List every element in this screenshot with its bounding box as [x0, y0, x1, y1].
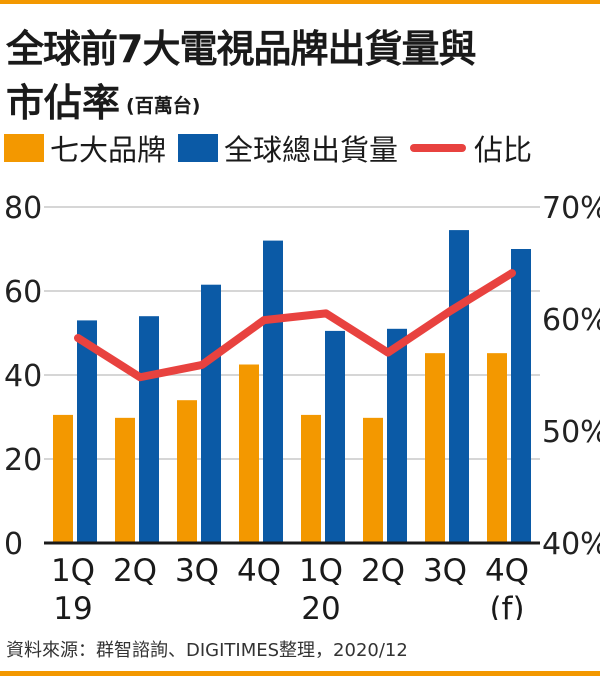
bar-line-chart: 02040608040%50%60%70%1Q192Q3Q4Q1Q202Q3Q4…: [4, 191, 600, 620]
legend-item-share: 佔比: [410, 127, 532, 169]
y-tick-label-20: 20: [4, 443, 42, 478]
share-point-7: [511, 272, 513, 275]
share-point-3: [263, 319, 265, 322]
bar-global-0: [77, 320, 97, 543]
share-point-0: [77, 337, 79, 340]
x-tick-label-0: 1Q: [51, 553, 95, 589]
x-tick-sublabel-7: (f): [489, 591, 524, 620]
legend-item-top7: 七大品牌: [4, 127, 166, 169]
bar-top7-3: [239, 364, 259, 543]
chart-title-second-line: 市佔率: [6, 81, 121, 125]
x-tick-label-2: 3Q: [175, 553, 219, 589]
x-tick-label-6: 3Q: [423, 553, 467, 589]
bar-top7-4: [301, 414, 321, 543]
x-tick-label-4: 1Q: [299, 553, 343, 589]
bar-top7-6: [425, 353, 445, 543]
y2-tick-label-0: 40%: [542, 527, 600, 562]
bar-top7-0: [53, 414, 73, 543]
bar-global-7: [511, 249, 531, 543]
source-note: 資料來源：群智諮詢、DIGITIMES整理，2020/12: [6, 640, 408, 661]
chart-title: 全球前7大電視品牌出貨量與: [6, 27, 476, 71]
unit-label: (百萬台): [126, 95, 201, 117]
bar-top7-7: [487, 353, 507, 543]
share-point-5: [387, 351, 389, 354]
bar-top7-5: [363, 417, 383, 543]
chart-title-line2: 市佔率 (百萬台): [6, 72, 200, 127]
legend-label-top7: 七大品牌: [50, 133, 167, 167]
share-point-6: [449, 310, 451, 313]
x-tick-sublabel-4: 20: [301, 591, 340, 620]
legend-item-global: 全球總出貨量: [178, 127, 398, 169]
bar-global-1: [139, 316, 159, 543]
x-tick-label-1: 2Q: [113, 553, 157, 589]
bar-global-2: [201, 284, 221, 543]
legend-label-share: 佔比: [474, 133, 533, 167]
bar-global-6: [449, 230, 469, 543]
y-tick-label-40: 40: [4, 359, 42, 394]
legend: 七大品牌 全球總出貨量 佔比: [4, 128, 544, 168]
y2-tick-label-3: 70%: [542, 191, 600, 226]
bottom-accent-bar: [0, 671, 600, 676]
x-tick-sublabel-0: 19: [53, 591, 92, 620]
share-line: [74, 269, 516, 382]
bar-global-4: [325, 330, 345, 543]
share-point-2: [201, 363, 203, 366]
y-tick-label-80: 80: [4, 191, 42, 226]
legend-label-global: 全球總出貨量: [224, 133, 399, 167]
legend-line-share: [410, 144, 467, 152]
share-point-4: [325, 312, 327, 315]
top-accent-bar: [0, 0, 600, 4]
y2-tick-label-2: 60%: [542, 303, 600, 338]
x-tick-label-5: 2Q: [361, 553, 405, 589]
share-point-1: [139, 376, 141, 379]
bar-global-5: [387, 328, 407, 543]
bar-global-3: [263, 240, 283, 543]
legend-swatch-top7: [4, 134, 44, 162]
x-tick-label-3: 4Q: [237, 553, 281, 589]
y-tick-label-60: 60: [4, 275, 42, 310]
x-tick-label-7: 4Q: [485, 553, 529, 589]
legend-swatch-global: [178, 134, 219, 162]
y-tick-label-0: 0: [4, 527, 23, 562]
bar-top7-2: [177, 400, 197, 543]
bar-top7-1: [115, 417, 135, 543]
y2-tick-label-1: 50%: [542, 415, 600, 450]
